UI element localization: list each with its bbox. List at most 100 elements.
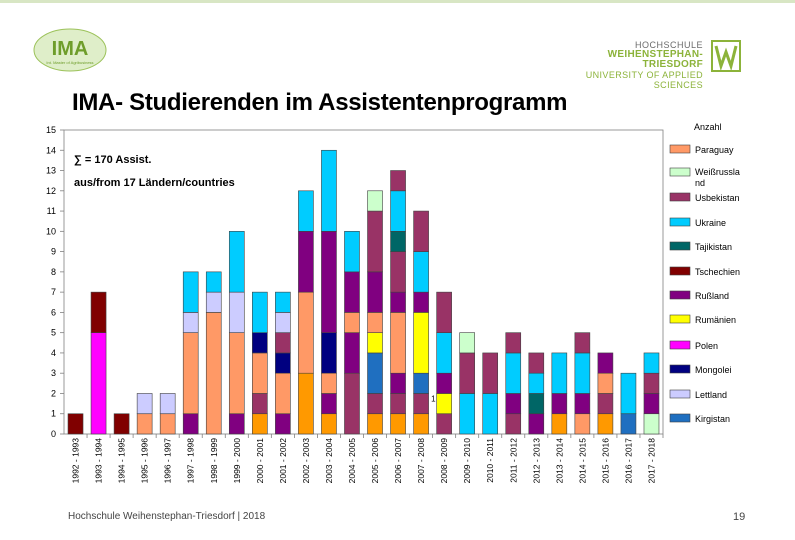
bar-segment — [367, 332, 383, 354]
legend-label: Tajikistan — [695, 242, 732, 252]
bar-segment — [597, 372, 614, 394]
bar-segment — [205, 291, 222, 313]
legend-swatch — [669, 266, 691, 276]
bar-segment — [620, 413, 637, 435]
bar-segment — [390, 190, 406, 232]
x-tick-label: 1993 - 1994 — [94, 438, 104, 484]
bar-segment — [275, 312, 291, 333]
legend-swatch — [669, 241, 691, 251]
bar-segment — [321, 149, 337, 232]
bar-segment — [482, 352, 499, 394]
legend-swatch — [669, 167, 691, 177]
bar-segment — [321, 413, 337, 435]
bar-segment — [551, 413, 568, 435]
legend-label: Usbekistan — [695, 193, 740, 203]
bar-segment — [90, 291, 107, 333]
legend-label: Kirgistan — [695, 414, 730, 424]
y-tick-label: 11 — [47, 206, 56, 216]
legend-label: Mongolei — [695, 365, 732, 375]
bar-segment — [367, 413, 383, 435]
legend-label: Lettland — [695, 390, 727, 400]
x-tick-label: 2014 - 2015 — [577, 438, 587, 484]
bar-segment — [344, 332, 360, 374]
x-tick-label: 2016 - 2017 — [623, 438, 633, 484]
x-tick-label: 2008 - 2009 — [439, 438, 449, 484]
bar-segment — [574, 332, 591, 354]
bar-segment — [367, 210, 383, 273]
bar-segment — [390, 372, 406, 394]
bar-segment — [643, 352, 660, 374]
bar-segment — [228, 413, 245, 435]
bar-segment — [413, 372, 429, 394]
bar-segment — [182, 271, 199, 313]
legend-label: Weißrussla — [695, 167, 740, 177]
y-tick-label: 9 — [51, 247, 56, 257]
bar-segment — [597, 413, 614, 435]
x-tick-label: 1997 - 1998 — [186, 438, 196, 484]
bar-segment — [505, 413, 522, 435]
bar-segment — [413, 291, 429, 313]
legend-label: Paraguay — [695, 145, 734, 155]
x-tick-label: 2013 - 2014 — [554, 438, 564, 484]
bar-segment — [643, 393, 660, 415]
x-tick-label: 2009 - 2010 — [462, 438, 472, 484]
plot-area — [63, 129, 664, 435]
ima-logo-text: IMA — [52, 38, 89, 60]
legend-label: Rußland — [695, 291, 729, 301]
bar-segment — [228, 332, 245, 415]
x-tick-label: 2011 - 2012 — [508, 438, 518, 483]
legend-swatch — [669, 413, 691, 423]
bar-segment — [436, 393, 452, 415]
y-tick-label: 14 — [46, 145, 56, 155]
y-tick-label: 12 — [46, 186, 56, 196]
bar-segment — [159, 413, 176, 435]
ima-logo-subtext: Int. Master of Agribusiness — [46, 60, 93, 65]
bar-segment — [643, 413, 660, 435]
bar-segment — [205, 271, 222, 293]
bar-segment — [182, 312, 199, 333]
bar-segment — [620, 372, 637, 415]
bar-segment — [574, 352, 591, 394]
bar-segment — [390, 291, 406, 313]
bar-segment — [344, 271, 360, 313]
bar-segment — [390, 393, 406, 415]
y-tick-label: 8 — [51, 267, 56, 277]
bar-segment — [459, 332, 475, 354]
school-line-3: UNIVERSITY OF APPLIED SCIENCES — [585, 70, 703, 90]
bar-segment — [90, 332, 107, 435]
footer-text: Hochschule Weihenstephan-Triesdorf | 201… — [68, 511, 266, 522]
bar-segment — [551, 393, 568, 415]
bar-segment — [528, 352, 545, 374]
bar-segment — [344, 372, 360, 435]
bar-segment — [298, 231, 314, 293]
annotation-sum: ∑ = 170 Assist. — [74, 154, 151, 166]
bar-segment — [551, 352, 568, 394]
x-tick-label: 2010 - 2011 — [485, 438, 495, 483]
top-border-line — [0, 0, 795, 3]
bar-segment — [413, 312, 429, 374]
y-tick-label: 5 — [51, 328, 56, 338]
bar-segment — [321, 372, 337, 394]
bar-segment — [275, 372, 291, 415]
bar-segment — [528, 393, 545, 415]
legend-label: Ukraine — [695, 218, 726, 228]
x-tick-label: 1996 - 1997 — [163, 438, 173, 484]
y-tick-label: 4 — [51, 348, 56, 358]
bar-segment — [113, 413, 130, 435]
x-tick-label: 2005 - 2006 — [370, 438, 380, 484]
y-tick-label: 1 — [51, 409, 56, 419]
page-number: 19 — [733, 511, 746, 523]
bar-segment — [275, 352, 291, 374]
bar-segment — [367, 312, 383, 333]
y-tick-label: 15 — [46, 125, 56, 135]
bar-segment — [367, 393, 383, 415]
bar-segment — [574, 413, 591, 435]
legend-label: Polen — [695, 341, 718, 351]
bar-segment — [275, 413, 291, 435]
bar-segment — [321, 231, 337, 333]
bar-segment — [574, 393, 591, 415]
bar-segment — [252, 352, 268, 394]
bar-segment — [252, 291, 268, 333]
bar-segment — [344, 231, 360, 273]
